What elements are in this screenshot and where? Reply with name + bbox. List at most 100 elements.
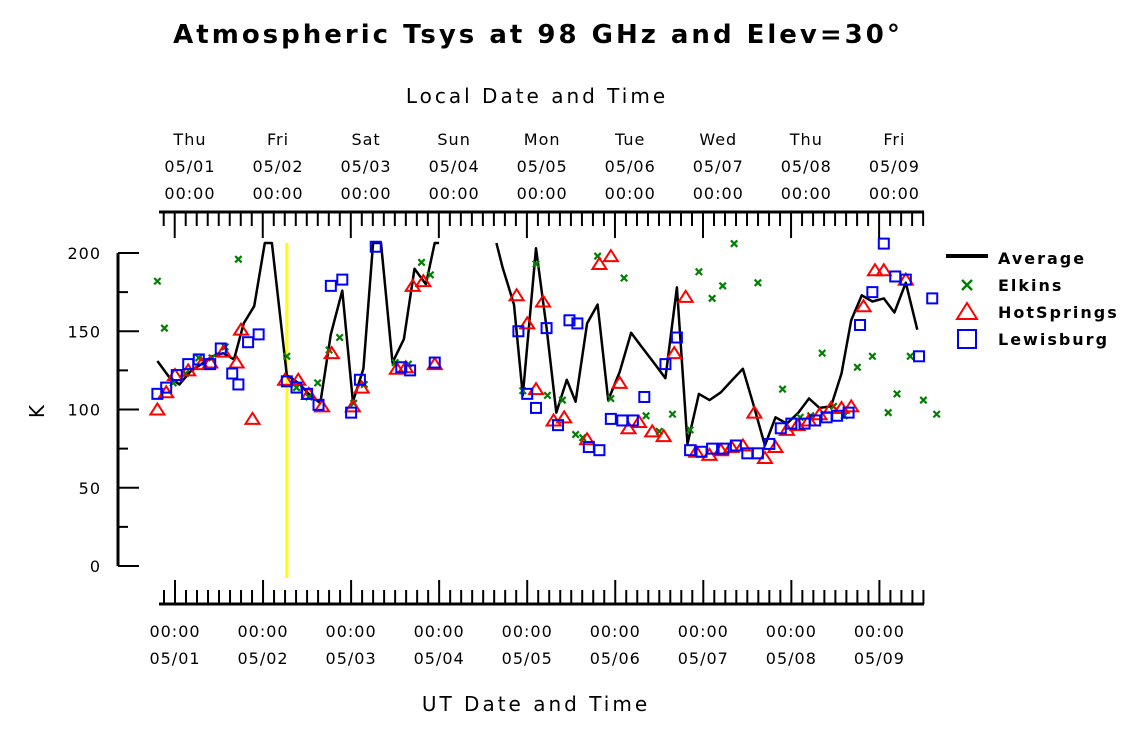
top-tick-time: 00:00 [781, 184, 832, 203]
top-tick-day: Mon [524, 130, 561, 149]
data-point [521, 387, 534, 400]
bottom-tick-date: 05/09 [854, 649, 905, 668]
top-tick-date: 05/09 [869, 157, 920, 176]
data-point [718, 281, 727, 290]
data-point [708, 294, 717, 303]
data-point [335, 333, 344, 342]
legend-item-average: Average [946, 249, 1084, 268]
data-point [730, 239, 739, 248]
top-tick-time: 00:00 [693, 184, 744, 203]
data-point [192, 353, 205, 366]
bottom-tick-date: 05/08 [766, 649, 817, 668]
bottom-tick-date: 05/02 [237, 649, 288, 668]
data-point [868, 352, 877, 361]
data-point [518, 315, 537, 330]
data-point [893, 389, 901, 398]
data-point [926, 292, 939, 305]
top-tick-date: 05/06 [605, 157, 656, 176]
bottom-tick-time: 00:00 [149, 622, 200, 641]
y-axis: 0 50 100 150 200 [67, 244, 139, 576]
data-point [906, 352, 915, 361]
data-point [571, 430, 580, 439]
data-point [425, 356, 444, 371]
data-point [414, 273, 433, 288]
data-point [604, 412, 617, 425]
top-tick-day: Wed [699, 130, 737, 149]
data-point [532, 259, 540, 268]
data-point [717, 442, 730, 455]
data-point [151, 387, 164, 400]
data-point [751, 447, 764, 460]
legend-label: HotSprings [998, 303, 1119, 322]
data-point [280, 375, 293, 388]
series-elkins [153, 239, 941, 442]
top-tick-time: 00:00 [164, 184, 215, 203]
series-line-segment [156, 241, 440, 405]
data-point [530, 401, 543, 414]
top-tick-day: Sun [437, 130, 470, 149]
top-tick-time: 00:00 [869, 184, 920, 203]
data-point [763, 437, 776, 450]
top-axis-title: Local Date and Time [406, 84, 668, 108]
data-point [313, 378, 322, 387]
data-point [507, 287, 526, 302]
bottom-tick-date: 05/05 [502, 649, 553, 668]
bottom-tick-date: 05/03 [326, 649, 377, 668]
bottom-tick-time: 00:00 [678, 622, 729, 641]
top-axis: Thu 05/01 00:00 Fri 05/02 00:00 Sat 05/03 00:00 S… [159, 130, 925, 238]
data-point [630, 414, 648, 429]
data-point [324, 279, 337, 292]
data-point [818, 349, 827, 358]
data-point [842, 398, 861, 413]
bottom-axis: 00:00 05/01 00:00 05/02 00:00 05/03 00:00 05/04… [149, 580, 925, 668]
data-point [232, 321, 250, 336]
data-point [160, 324, 169, 333]
bottom-tick-date: 05/06 [590, 649, 641, 668]
top-tick-date: 05/05 [517, 157, 568, 176]
legend-item-elkins: Elkins [961, 276, 1061, 295]
data-point [593, 444, 606, 457]
data-point [616, 414, 629, 427]
data-point [540, 322, 553, 335]
data-point [643, 423, 662, 438]
data-point [563, 314, 576, 327]
data-point [602, 248, 620, 263]
data-point [874, 262, 893, 277]
data-point [153, 277, 162, 286]
legend-swatch [961, 279, 973, 291]
top-tick-day: Fri [883, 130, 905, 149]
y-tick-label: 100 [67, 401, 101, 420]
data-point [426, 270, 435, 279]
x-axis-title: UT Date and Time [422, 692, 650, 716]
data-point [694, 267, 703, 276]
data-point [809, 414, 822, 427]
bottom-tick-time: 00:00 [502, 622, 553, 641]
data-point [345, 406, 358, 419]
y-tick-label: 150 [67, 322, 101, 341]
data-point [913, 350, 926, 363]
data-point [353, 373, 366, 386]
data-point [571, 317, 584, 330]
series-lewisburg [151, 237, 939, 460]
data-point [665, 345, 684, 360]
legend-item-hotsprings: HotSprings [955, 301, 1119, 322]
data-point [252, 328, 265, 341]
series-line-segment [495, 242, 919, 447]
top-tick-day: Thu [172, 130, 206, 149]
top-tick-day: Tue [614, 130, 645, 149]
data-point [638, 390, 651, 403]
data-point [428, 356, 441, 369]
data-point [313, 398, 331, 413]
top-tick-date: 05/02 [252, 157, 303, 176]
data-point [417, 258, 426, 267]
data-point [659, 358, 672, 371]
data-point [289, 371, 308, 386]
data-point [552, 419, 565, 432]
bottom-tick-time: 00:00 [854, 622, 905, 641]
data-point [234, 255, 243, 264]
data-point [919, 396, 928, 405]
data-point [932, 410, 941, 419]
top-tick-date: 05/08 [781, 157, 832, 176]
data-point [842, 406, 855, 419]
chart-title: Atmospheric Tsys at 98 GHz and Elev=30° [173, 20, 903, 50]
